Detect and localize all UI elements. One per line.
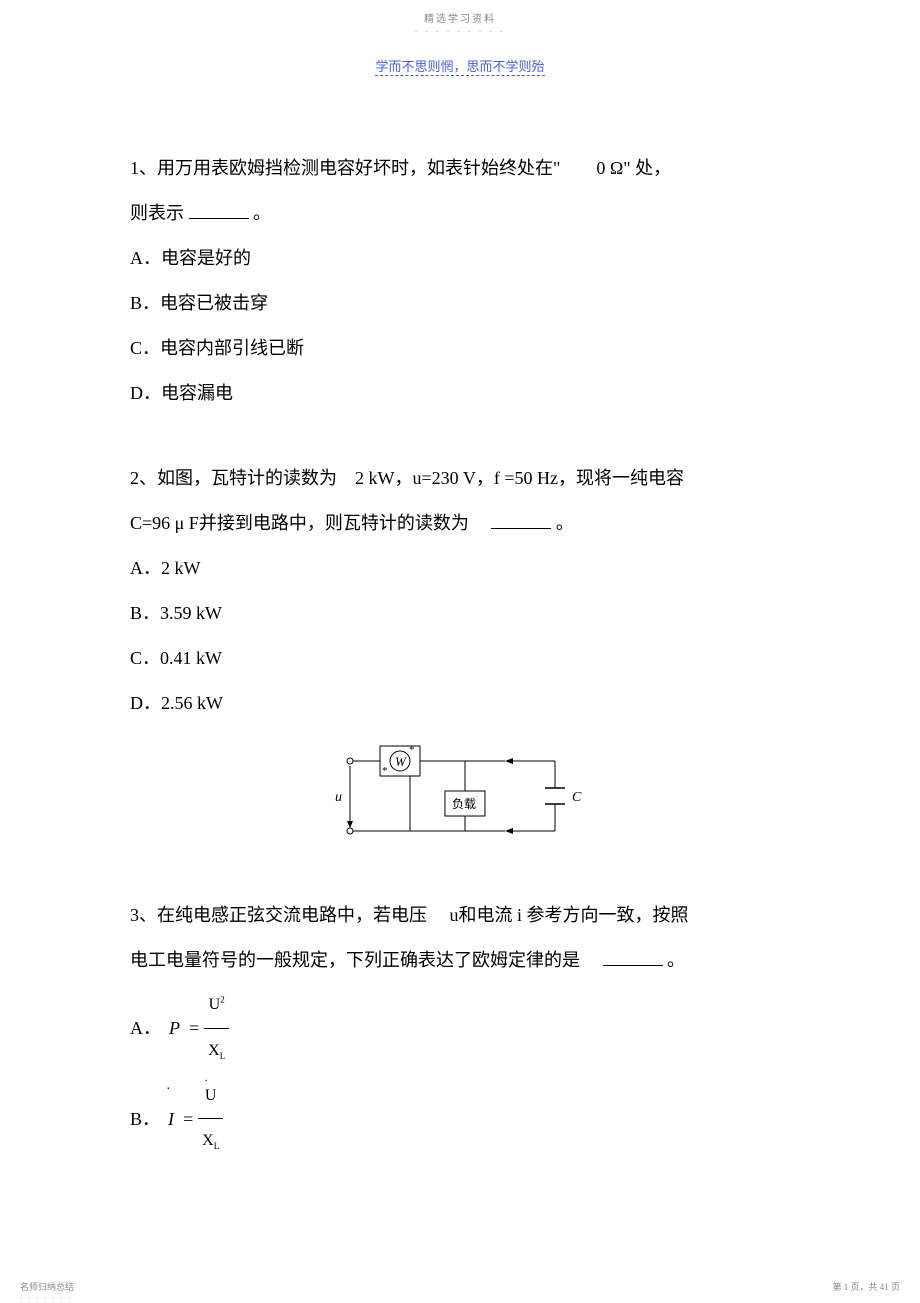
q3-optA-label: A．	[130, 1003, 161, 1053]
svg-text:C: C	[572, 790, 582, 805]
q3-option-b: B． I · = U · XL	[130, 1074, 790, 1165]
q1-option-d: D．电容漏电	[130, 371, 790, 416]
q3-optB-densub: L	[214, 1142, 220, 1152]
q2-option-b: B．3.59 kW	[130, 591, 790, 636]
q1-option-b: B．电容已被击穿	[130, 281, 790, 326]
sub-header: 学而不思则惘，思而不学则殆	[375, 56, 544, 76]
q3-blank	[603, 948, 663, 966]
q3-optA-den: X	[208, 1042, 220, 1059]
footer-left: 名师归纳总结	[20, 1280, 74, 1293]
q1-line2: 则表示 。	[130, 191, 790, 236]
q3-text2: 电工电量符号的一般规定，下列正确表达了欧姆定律的是	[130, 950, 598, 970]
q1-blank	[189, 201, 249, 219]
q3-optA-densub: L	[220, 1051, 226, 1061]
q3-optB-dot-icon: ·	[166, 1070, 171, 1109]
q3-optB-fraction: U · XL	[198, 1074, 223, 1165]
q1-text3: 。	[253, 203, 271, 223]
q3-optB-eq: =	[182, 1094, 194, 1144]
main-content: 1、用万用表欧姆挡检测电容好坏时，如表针始终处在" 0 Ω" 处， 则表示 。 …	[0, 76, 920, 1164]
q3-optB-label: B．	[130, 1094, 160, 1144]
q3-optB-den: X	[202, 1132, 214, 1149]
top-header-dots: - - - - - - - - -	[0, 27, 920, 36]
q3-optB-numdot-icon: ·	[204, 1064, 208, 1098]
q3-optA-fraction: U2 XL	[204, 983, 229, 1074]
q2-line1: 2、如图，瓦特计的读数为 2 kW，u=230 V，f =50 Hz，现将一纯电…	[130, 456, 790, 501]
q3-line1: 3、在纯电感正弦交流电路中，若电压 u和电流 i 参考方向一致，按照	[130, 893, 790, 938]
svg-text:W: W	[395, 754, 407, 769]
q3-optB-lhs: I	[168, 1109, 174, 1129]
q2-text3: 。	[556, 513, 574, 533]
q2-text2: C=96 μ F并接到电路中，则瓦特计的读数为	[130, 513, 487, 533]
q3-optA-lhs: P	[169, 1003, 180, 1053]
q2-option-d: D．2.56 kW	[130, 681, 790, 726]
footer-right: 第 1 页，共 41 页	[832, 1280, 900, 1293]
svg-text:*: *	[382, 765, 388, 777]
q1-option-a: A．电容是好的	[130, 236, 790, 281]
q1-option-c: C．电容内部引线已断	[130, 326, 790, 371]
top-header: 精选学习资料	[0, 0, 920, 25]
q2-option-c: C．0.41 kW	[130, 636, 790, 681]
q3-text3: 。	[667, 950, 685, 970]
q2-line2: C=96 μ F并接到电路中，则瓦特计的读数为 。	[130, 501, 790, 546]
svg-text:*: *	[409, 744, 415, 756]
q2-circuit-diagram: u W * * 负载	[130, 736, 790, 863]
q2-option-a: A．2 kW	[130, 546, 790, 591]
q3-optA-num: U	[209, 996, 221, 1013]
svg-text:负载: 负载	[452, 797, 476, 811]
q1-line1: 1、用万用表欧姆挡检测电容好坏时，如表针始终处在" 0 Ω" 处，	[130, 146, 790, 191]
q3-option-a: A． P = U2 XL	[130, 983, 790, 1074]
footer-dots: - - - - - - -	[20, 1293, 73, 1301]
q3-line2: 电工电量符号的一般规定，下列正确表达了欧姆定律的是 。	[130, 938, 790, 983]
q3-optA-exp: 2	[220, 995, 225, 1005]
svg-text:u: u	[335, 790, 342, 805]
q1-text2: 则表示	[130, 203, 184, 223]
q2-blank	[491, 511, 551, 529]
q3-optA-eq: =	[188, 1003, 200, 1053]
